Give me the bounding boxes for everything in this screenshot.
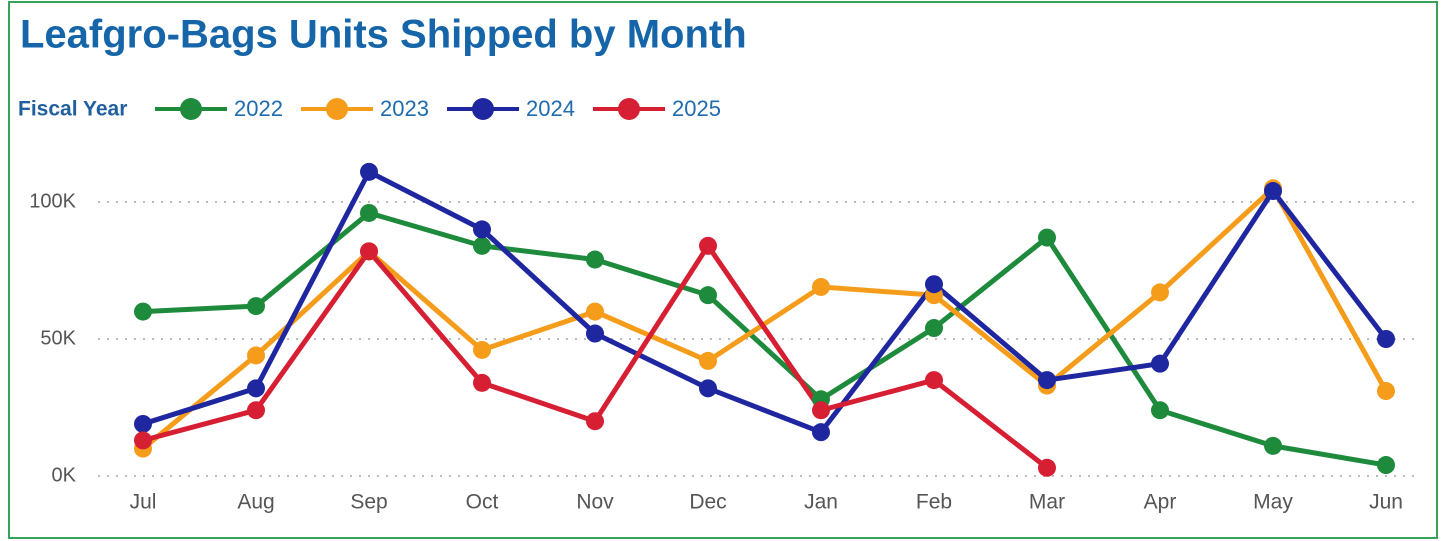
x-tick-label: Sep [350,491,387,514]
data-point [925,371,943,390]
data-point [473,236,491,255]
data-point [247,346,265,365]
legend-marker [472,98,494,120]
data-point [699,351,717,370]
data-point [812,423,830,442]
x-tick-label: Jun [1369,491,1403,514]
data-point [247,379,265,398]
x-tick-label: Jan [804,491,838,514]
data-point [247,297,265,316]
legend-marker [618,98,640,120]
x-tick-label: Oct [466,491,499,514]
data-point [812,401,830,420]
x-tick-label: Aug [237,491,274,514]
data-point [699,236,717,255]
x-tick-label: May [1253,491,1293,514]
data-point [586,250,604,269]
x-tick-label: Jul [130,491,157,514]
data-point [586,302,604,321]
data-point [1151,401,1169,420]
legend-marker [326,98,348,120]
data-point [1264,182,1282,201]
data-point [925,319,943,338]
legend-label: 2024 [526,96,575,121]
data-point [473,220,491,239]
x-tick-label: Dec [689,491,726,514]
x-tick-label: Nov [576,491,614,514]
legend-label: 2025 [672,96,721,121]
data-point [360,162,378,181]
data-point [1151,283,1169,302]
y-tick-label: 100K [29,190,76,212]
legend-label: 2022 [234,96,283,121]
legend-title: Fiscal Year [18,98,127,121]
data-point [1038,458,1056,477]
data-point [925,275,943,294]
data-point [699,286,717,305]
data-point [473,373,491,392]
data-point [1038,371,1056,390]
series-line [142,169,1388,435]
data-point [812,277,830,296]
data-point [699,379,717,398]
data-point [1151,354,1169,373]
x-tick-label: Mar [1029,491,1065,514]
data-point [134,414,152,433]
y-tick-label: 50K [40,327,76,349]
data-point [134,302,152,321]
chart-title: Leafgro-Bags Units Shipped by Month [20,13,747,57]
legend-marker [180,98,202,120]
data-point [360,242,378,261]
x-tick-label: Apr [1144,491,1177,514]
data-point [473,340,491,359]
data-point [360,203,378,222]
data-point [1377,330,1395,348]
data-point [1264,436,1282,455]
x-tick-label: Feb [916,491,952,514]
data-point [134,431,152,450]
data-point [586,412,604,431]
y-tick-label: 0K [52,464,77,486]
data-point [1038,228,1056,247]
data-point [1377,456,1395,475]
series-line [142,210,1387,468]
data-point [247,401,265,420]
data-point [586,324,604,343]
legend-label: 2023 [380,96,429,121]
data-point [1377,382,1395,401]
